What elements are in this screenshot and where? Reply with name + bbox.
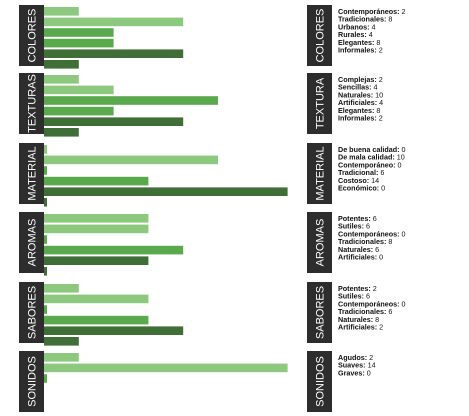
bar-aromas-4 — [44, 245, 184, 255]
bar-sabores-3 — [44, 305, 47, 314]
info-line-colores-3: Urbanos: 4 — [338, 22, 376, 31]
bar-texturas-3 — [44, 96, 218, 105]
bar-sonidos-2 — [44, 363, 288, 373]
bar-colores-3 — [44, 28, 114, 37]
group-label-texturas: TEXTURAS — [27, 74, 39, 133]
info-line-aromas-1: Potentes: 6 — [338, 214, 377, 223]
bar-aromas-6 — [44, 267, 47, 276]
bar-texturas-5 — [44, 117, 184, 126]
info-line-material-3: Contemporáneo: 0 — [338, 160, 402, 169]
bar-colores-1 — [44, 7, 79, 16]
bar-material-1 — [44, 145, 47, 154]
bar-sabores-5 — [44, 326, 184, 335]
info-title-box-aromas — [307, 212, 332, 273]
info-line-sabores-4: Tradicionales: 6 — [338, 307, 392, 316]
info-line-sonidos-3: Graves: 0 — [338, 368, 371, 377]
info-line-sabores-2: Sutiles: 6 — [338, 292, 370, 301]
info-line-colores-2: Tradicionales: 8 — [338, 15, 392, 24]
group-label-box-material — [19, 143, 44, 204]
info-line-aromas-3: Contemporáneos: 0 — [338, 229, 406, 238]
info-title-sonidos: SONIDOS — [315, 356, 327, 407]
info-line-sabores-6: Artificiales: 2 — [338, 323, 383, 332]
info-line-sabores-5: Naturales: 8 — [338, 315, 379, 324]
group-label-box-sonidos — [19, 351, 44, 412]
info-line-texturas-6: Informales: 2 — [338, 114, 383, 123]
info-line-material-5: Costoso: 14 — [338, 176, 379, 185]
info-line-colores-4: Rurales: 4 — [338, 30, 373, 39]
info-line-aromas-5: Naturales: 6 — [338, 245, 379, 254]
group-label-box-aromas — [19, 212, 44, 273]
bar-sabores-2 — [44, 294, 149, 304]
info-line-aromas-4: Tradicionales: 8 — [338, 237, 392, 246]
bar-material-5 — [44, 187, 288, 196]
group-label-box-texturas — [19, 73, 44, 134]
info-title-sabores: SABORES — [315, 286, 327, 339]
bar-material-3 — [44, 166, 47, 175]
info-title-box-sabores — [307, 282, 332, 343]
info-line-colores-6: Informales: 2 — [338, 46, 383, 55]
group-label-sabores: SABORES — [27, 286, 39, 339]
info-title-aromas: AROMAS — [315, 219, 327, 267]
info-title-texturas: TEXTURA — [315, 77, 327, 129]
bar-sabores-1 — [44, 284, 79, 293]
bar-texturas-4 — [44, 106, 114, 116]
info-line-colores-1: Contemporáneos: 2 — [338, 7, 406, 16]
bar-aromas-2 — [44, 224, 149, 234]
info-line-sabores-3: Contemporáneos: 0 — [338, 299, 406, 308]
bar-sonidos-1 — [44, 353, 79, 362]
group-label-sonidos: SONIDOS — [27, 356, 39, 407]
bar-material-6 — [44, 198, 47, 207]
bar-sonidos-3 — [44, 374, 47, 383]
bar-colores-2 — [44, 17, 184, 27]
bar-sabores-4 — [44, 315, 149, 325]
bar-aromas-1 — [44, 214, 149, 223]
info-line-material-4: Tradicional: 6 — [338, 168, 384, 177]
info-line-texturas-5: Elegantes: 8 — [338, 106, 380, 115]
info-line-texturas-3: Naturales: 10 — [338, 90, 383, 99]
info-line-texturas-4: Artificiales: 4 — [338, 98, 383, 107]
info-line-sonidos-1: Agudos: 2 — [338, 353, 373, 362]
info-line-aromas-2: Sutiles: 6 — [338, 222, 370, 231]
group-label-box-sabores — [19, 282, 44, 343]
info-title-box-sonidos — [307, 351, 332, 412]
info-line-texturas-2: Sencillas: 4 — [338, 83, 378, 92]
group-label-colores: COLORES — [27, 9, 39, 63]
group-label-box-colores — [19, 5, 44, 66]
group-label-material: MATERIAL — [27, 146, 39, 200]
info-title-box-colores — [307, 5, 332, 66]
bar-colores-4 — [44, 38, 114, 48]
bar-aromas-5 — [44, 256, 149, 265]
bar-texturas-1 — [44, 75, 79, 84]
info-title-box-material — [307, 143, 332, 204]
info-line-aromas-6: Artificiales: 0 — [338, 253, 383, 262]
bar-colores-6 — [44, 60, 79, 69]
bar-material-4 — [44, 176, 149, 186]
info-line-material-1: De buena calidad: 0 — [338, 145, 406, 154]
bar-texturas-2 — [44, 85, 114, 95]
info-line-material-6: Económico: 0 — [338, 184, 385, 193]
info-line-colores-5: Elegantes: 8 — [338, 38, 380, 47]
info-line-sonidos-2: Suaves: 14 — [338, 361, 376, 370]
info-line-sabores-1: Potentes: 2 — [338, 284, 377, 293]
info-title-material: MATERIAL — [315, 146, 327, 200]
bar-material-2 — [44, 155, 218, 165]
info-line-material-2: De mala calidad: 10 — [338, 153, 405, 162]
bar-colores-5 — [44, 49, 184, 58]
info-line-texturas-1: Complejas: 2 — [338, 75, 383, 84]
info-title-box-texturas — [307, 73, 332, 134]
info-title-colores: COLORES — [315, 9, 327, 63]
bar-aromas-3 — [44, 235, 47, 244]
group-label-aromas: AROMAS — [27, 219, 39, 267]
bar-sabores-6 — [44, 337, 79, 346]
bar-texturas-6 — [44, 128, 79, 137]
